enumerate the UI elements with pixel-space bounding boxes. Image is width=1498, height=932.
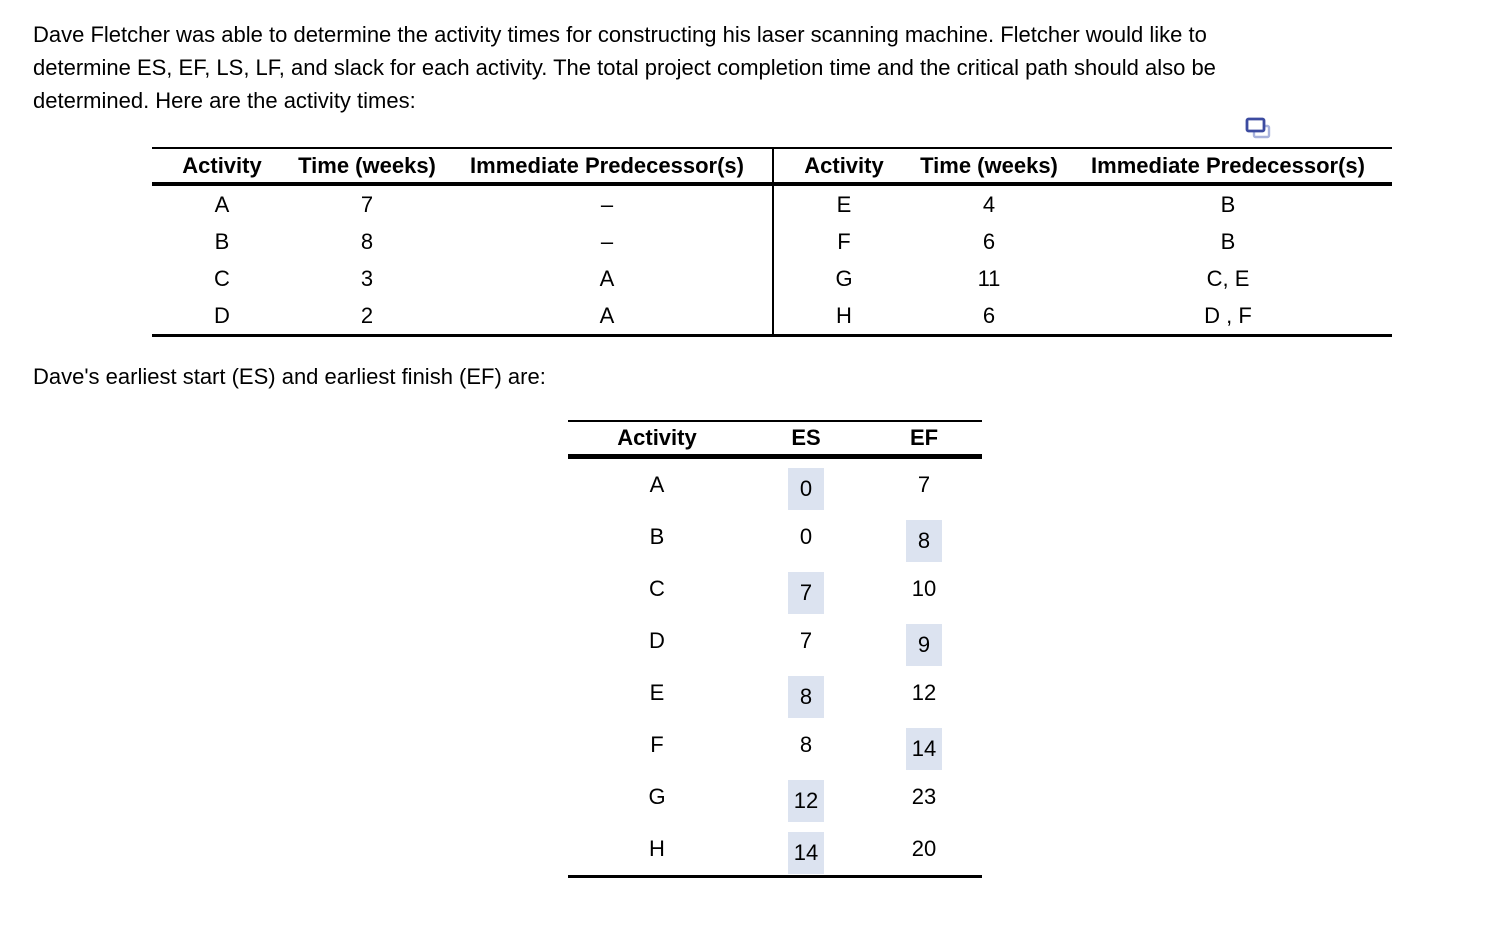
- time-cell: 6: [982, 302, 996, 328]
- problem-statement-line-1: Dave Fletcher was able to determine the …: [33, 22, 1207, 47]
- time-cell: 8: [360, 228, 374, 254]
- es-answer-box[interactable]: 8: [788, 676, 824, 718]
- time-cell: 6: [982, 228, 996, 254]
- activity-cell: D: [214, 302, 230, 328]
- predecessor-cell: –: [600, 191, 614, 217]
- table-row: H 6 D , F: [774, 297, 1392, 334]
- problem-statement: Dave Fletcher was able to determine the …: [33, 18, 1216, 117]
- copy-icon-glyph: [1245, 117, 1271, 139]
- es-ef-table: Activity ES EF A 0 7 B 0 8 C 7 10 D 7 9 …: [568, 420, 982, 878]
- header-time: Time (weeks): [920, 152, 1058, 178]
- table-row: F 8 14: [568, 719, 982, 771]
- ef-value: 7: [917, 472, 931, 497]
- predecessor-cell: –: [600, 228, 614, 254]
- activity-times-table-right: Activity Time (weeks) Immediate Predeces…: [772, 149, 1392, 334]
- time-cell: 2: [360, 302, 374, 328]
- activity-cell: H: [836, 302, 852, 328]
- table-row: H 14 20: [568, 823, 982, 875]
- copy-icon[interactable]: [1244, 117, 1274, 143]
- table-row: G 12 23: [568, 771, 982, 823]
- es-value: 8: [799, 732, 813, 757]
- table-row: G 11 C, E: [774, 260, 1392, 297]
- predecessor-cell: A: [599, 265, 615, 291]
- header-predecessors: Immediate Predecessor(s): [1091, 152, 1365, 178]
- activity-cell: G: [648, 784, 666, 809]
- es-value: 7: [799, 628, 813, 653]
- time-cell: 4: [982, 191, 996, 217]
- table-row: E 8 12: [568, 667, 982, 719]
- activity-cell: E: [649, 680, 665, 705]
- activity-times-table-left: Activity Time (weeks) Immediate Predeces…: [152, 149, 772, 334]
- problem-statement-line-3: determined. Here are the activity times:: [33, 88, 416, 113]
- activity-cell: H: [649, 836, 665, 861]
- table-row: B 8 –: [152, 223, 772, 260]
- ef-answer-box[interactable]: 9: [906, 624, 942, 666]
- problem-statement-line-2: determine ES, EF, LS, LF, and slack for …: [33, 55, 1216, 80]
- ef-value: 10: [911, 576, 937, 601]
- activity-cell: D: [649, 628, 665, 653]
- predecessor-cell: D , F: [1204, 302, 1252, 328]
- ef-value: 23: [911, 784, 937, 809]
- table-row: D 7 9: [568, 615, 982, 667]
- table-row: A 0 7: [568, 459, 982, 511]
- table-row: F 6 B: [774, 223, 1392, 260]
- activity-cell: C: [649, 576, 665, 601]
- es-answer-box[interactable]: 7: [788, 572, 824, 614]
- activity-cell: G: [835, 265, 853, 291]
- header-predecessors: Immediate Predecessor(s): [470, 152, 744, 178]
- predecessor-cell: B: [1220, 228, 1236, 254]
- table-row: D 2 A: [152, 297, 772, 334]
- table-row: B 0 8: [568, 511, 982, 563]
- es-answer-box[interactable]: 0: [788, 468, 824, 510]
- activity-cell: B: [649, 524, 665, 549]
- es-value: 0: [799, 524, 813, 549]
- table-row: A 7 –: [152, 186, 772, 223]
- activity-cell: B: [214, 228, 230, 254]
- es-ef-caption: Dave's earliest start (ES) and earliest …: [33, 364, 546, 389]
- predecessor-cell: C, E: [1206, 265, 1250, 291]
- table-row: C 7 10: [568, 563, 982, 615]
- header-es: ES: [791, 425, 821, 450]
- table-row: C 3 A: [152, 260, 772, 297]
- table-header-row: Activity ES EF: [568, 422, 982, 459]
- time-cell: 7: [360, 191, 374, 217]
- es-answer-box[interactable]: 14: [788, 832, 824, 874]
- predecessor-cell: B: [1220, 191, 1236, 217]
- time-cell: 3: [360, 265, 374, 291]
- ef-value: 12: [911, 680, 937, 705]
- table-row: E 4 B: [774, 186, 1392, 223]
- table-header-row: Activity Time (weeks) Immediate Predeces…: [774, 149, 1392, 186]
- table-header-row: Activity Time (weeks) Immediate Predeces…: [152, 149, 772, 186]
- predecessor-cell: A: [599, 302, 615, 328]
- header-activity: Activity: [617, 425, 697, 450]
- activity-cell: C: [214, 265, 230, 291]
- header-activity: Activity: [182, 152, 262, 178]
- header-time: Time (weeks): [298, 152, 436, 178]
- header-ef: EF: [909, 425, 939, 450]
- ef-answer-box[interactable]: 14: [906, 728, 942, 770]
- activity-cell: E: [836, 191, 852, 217]
- activity-cell: F: [650, 732, 664, 757]
- activity-cell: F: [837, 228, 851, 254]
- activity-times-table: Activity Time (weeks) Immediate Predeces…: [152, 147, 1392, 337]
- ef-answer-box[interactable]: 8: [906, 520, 942, 562]
- activity-cell: A: [214, 191, 230, 217]
- activity-cell: A: [649, 472, 665, 497]
- time-cell: 11: [977, 265, 1001, 291]
- es-answer-box[interactable]: 12: [788, 780, 824, 822]
- header-activity: Activity: [804, 152, 884, 178]
- ef-value: 20: [911, 836, 937, 861]
